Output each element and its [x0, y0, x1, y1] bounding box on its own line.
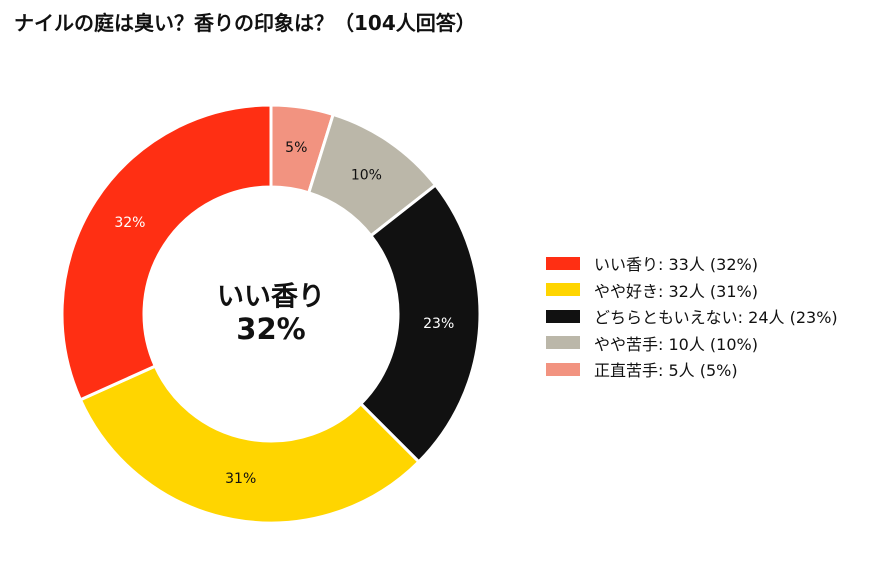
legend-label: やや苦手: 10人 (10%) [594, 334, 758, 354]
slice-やや好き [78, 364, 421, 525]
legend-swatch [546, 336, 580, 350]
slice-labels: 5% 10% 23% 31% 32% [114, 140, 454, 487]
center-label-value: 32% [236, 312, 305, 346]
legend-item: やや苦手: 10人 (10%) [546, 330, 838, 357]
slice-いい香り [60, 103, 273, 402]
slice-label-やや好き: 31% [225, 471, 256, 487]
chart-title: ナイルの庭は臭い？香りの印象は？（104人回答） [14, 11, 476, 35]
donut-slices [60, 103, 482, 525]
slice-label-どちらともいえない: 23% [423, 316, 454, 332]
legend: いい香り: 33人 (32%) やや好き: 32人 (31%) どちらともいえない:… [546, 250, 838, 383]
center-label-title: いい香り [217, 282, 325, 313]
legend-swatch [546, 362, 580, 376]
legend-label: 正直苦手: 5人 (5%) [594, 361, 738, 381]
slice-label-正直苦手: 5% [285, 140, 307, 156]
legend-item: どちらともいえない: 24人 (23%) [546, 303, 838, 330]
legend-swatch [546, 283, 580, 297]
slice-label-いい香り: 32% [114, 215, 145, 231]
legend-label: やや好き: 32人 (31%) [594, 281, 758, 301]
slice-label-やや苦手: 10% [351, 168, 382, 184]
legend-item: 正直苦手: 5人 (5%) [546, 356, 838, 383]
slice-どちらともいえない [358, 182, 482, 464]
legend-swatch [546, 309, 580, 323]
legend-label: どちらともいえない: 24人 (23%) [594, 308, 838, 328]
legend-label: いい香り: 33人 (32%) [594, 255, 758, 275]
legend-swatch [546, 256, 580, 270]
legend-item: いい香り: 33人 (32%) [546, 250, 838, 277]
legend-item: やや好き: 32人 (31%) [546, 277, 838, 304]
